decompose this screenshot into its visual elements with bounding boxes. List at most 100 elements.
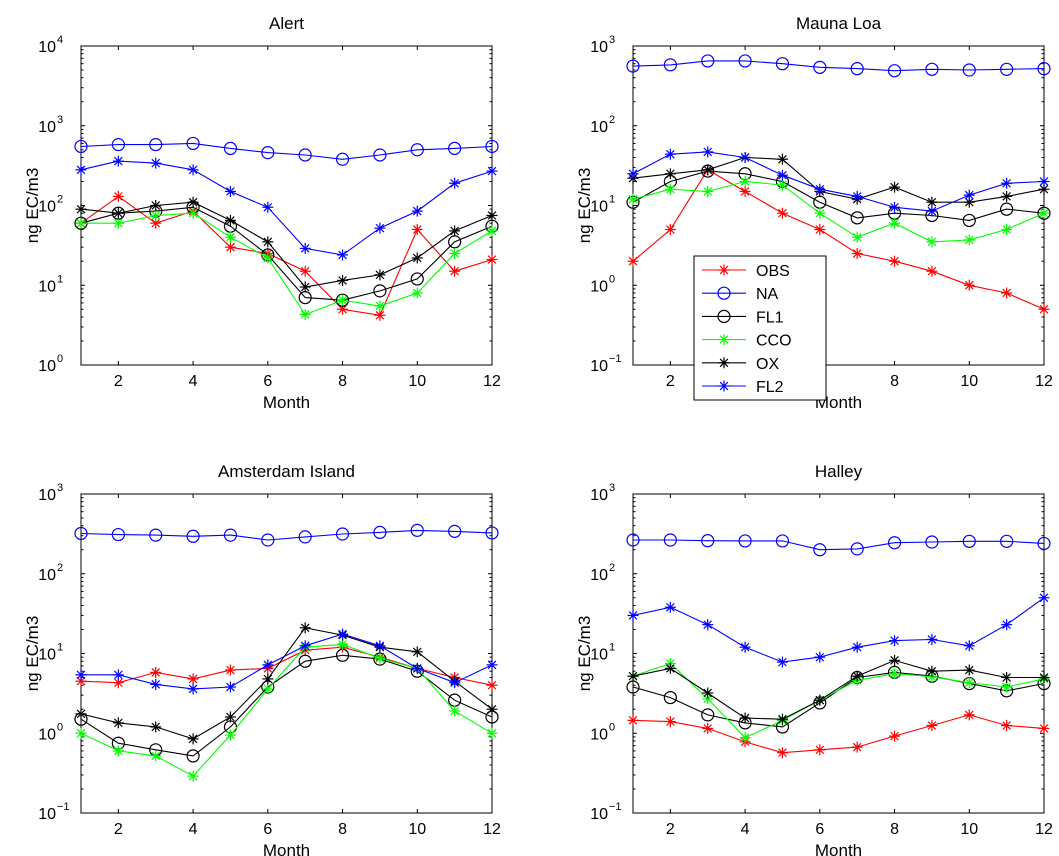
data-point [373,284,387,298]
star-marker-stroke [890,656,899,665]
data-point [335,527,350,541]
star-marker-stroke [778,657,787,667]
data-point [664,183,676,195]
data-point [299,640,311,652]
data-point [411,662,423,674]
data-point [925,62,939,76]
data-point [1001,619,1013,631]
y-tick-exponent: 1 [57,273,63,285]
y-tick-label: 10 [38,567,56,584]
data-point [738,534,752,548]
legend-entry-ox: OX [702,356,779,373]
star-marker-stroke [412,647,422,657]
data-point [75,217,87,229]
data-point [187,196,199,208]
star-marker-stroke [628,194,638,204]
star-marker-stroke [852,742,862,752]
star-marker-stroke [719,265,729,275]
data-point [626,533,640,547]
circle-marker [186,749,200,763]
star-marker-stroke [815,208,825,218]
data-point [75,203,87,215]
data-point [1001,224,1013,236]
data-point [262,201,274,213]
data-point [298,148,312,162]
y-tick-exponent: 0 [57,721,63,733]
data-point [1038,672,1050,684]
star-marker-stroke [114,678,123,688]
star-marker-stroke [628,256,638,266]
circle-marker [738,54,752,68]
y-tick-exponent: 1 [609,642,615,654]
data-point [626,59,640,73]
data-point [889,668,901,680]
data-point [374,269,386,281]
circle-marker [775,534,790,548]
star-marker-stroke [719,358,729,368]
data-point [664,148,676,160]
data-point [373,525,387,539]
y-tick-exponent: −1 [609,353,622,365]
data-point [663,690,677,705]
series-line [80,195,493,316]
star-marker-stroke [412,664,422,673]
data-point [850,62,864,76]
series-line [80,643,493,777]
star-marker-stroke [666,149,675,159]
y-tick-label: 10 [590,647,608,664]
circle-marker [701,534,715,548]
y-tick-exponent: 1 [57,642,63,654]
y-tick-label: 10 [590,567,608,584]
data-point [337,249,349,261]
data-point [486,703,498,715]
x-tick-label: 6 [263,821,272,838]
star-marker-stroke [450,226,459,236]
star-marker-stroke [890,256,899,266]
data-point [702,185,714,197]
data-point [486,209,498,221]
circle-marker [717,309,731,323]
circle-marker [485,139,499,154]
star-marker-stroke [114,718,123,728]
series-na [74,523,499,547]
x-axis-label: Month [263,393,310,412]
circle-marker [701,54,715,68]
star-marker-stroke [778,180,787,190]
x-tick-label: 6 [815,821,824,838]
star-marker-stroke [927,635,937,644]
star-marker-stroke [740,642,750,652]
star-marker-stroke [703,187,713,196]
data-point [851,741,863,753]
data-point [335,293,350,307]
star-marker-stroke [76,728,86,738]
circle-marker [373,525,387,539]
star-marker-stroke [1002,682,1011,692]
y-tick-label: 10 [38,278,56,295]
circle-marker [775,57,790,71]
star-marker-stroke [487,255,497,264]
legend-entry-fl2: FL2 [702,379,784,396]
star-marker-stroke [964,678,974,688]
star-marker-stroke [226,730,235,740]
star-marker-stroke [338,629,347,639]
data-point [111,138,125,152]
data-point [187,164,199,176]
star-marker-stroke [890,218,899,228]
data-point [775,534,790,548]
star-marker-stroke [300,244,310,253]
data-point [485,139,499,154]
star-marker-stroke [375,310,385,320]
data-point [449,677,461,689]
legend-marker [717,286,731,300]
data-point [627,255,639,267]
circle-marker [373,148,387,162]
star-marker-stroke [114,746,123,756]
data-point [150,750,162,762]
data-point [335,152,350,166]
y-tick-exponent: 0 [57,353,63,365]
star-marker-stroke [188,208,198,218]
star-marker-stroke [226,242,235,252]
star-marker-stroke [188,165,198,175]
star-marker-stroke [188,684,198,694]
